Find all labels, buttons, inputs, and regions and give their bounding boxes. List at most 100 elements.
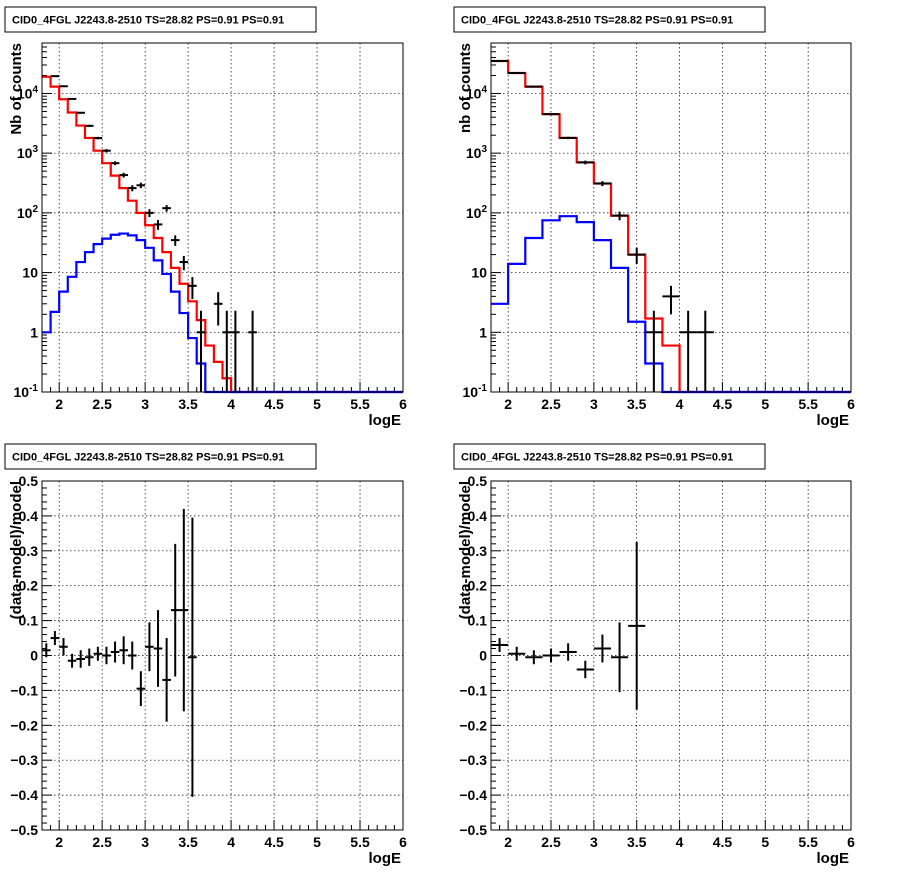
chart-title-box bbox=[4, 6, 317, 33]
x-tick-label: 6 bbox=[847, 396, 855, 412]
x-tick-label: 4 bbox=[676, 834, 684, 850]
data-points bbox=[491, 59, 714, 392]
data-point bbox=[119, 636, 128, 665]
x-tick-label: 5.5 bbox=[350, 396, 370, 412]
y-tick-label: −0.5 bbox=[10, 822, 38, 838]
x-tick-label: 5 bbox=[761, 834, 769, 850]
axis-ticks bbox=[490, 42, 852, 393]
x-tick-label: 3.5 bbox=[627, 834, 647, 850]
data-point bbox=[59, 638, 68, 656]
data-point bbox=[196, 310, 206, 392]
data-point bbox=[59, 85, 68, 88]
data-point bbox=[179, 255, 189, 271]
y-tick-label: −0.3 bbox=[459, 752, 487, 768]
chart-panel-3: CID0_4FGL J2243.8-2510 TS=28.82 PS=0.91 … bbox=[4, 443, 407, 867]
y-tick-label: 0.3 bbox=[19, 543, 39, 559]
data-point bbox=[93, 136, 103, 140]
x-tick-label: 4 bbox=[676, 396, 684, 412]
chart-title-box bbox=[453, 443, 766, 470]
y-axis-label: Nb of counts bbox=[8, 43, 25, 135]
data-point bbox=[542, 648, 560, 663]
y-tick-label: 104 bbox=[466, 84, 488, 101]
data-point bbox=[542, 113, 560, 116]
y-tick-label: 10 bbox=[471, 265, 487, 281]
data-point bbox=[628, 542, 646, 710]
x-axis-label: logE bbox=[817, 850, 850, 867]
x-tick-label: 2 bbox=[504, 396, 512, 412]
data-point bbox=[119, 172, 128, 178]
y-tick-label: −0.3 bbox=[10, 752, 38, 768]
y-tick-label: 10 bbox=[22, 265, 38, 281]
x-tick-label: 3.5 bbox=[178, 834, 198, 850]
data-point bbox=[93, 646, 103, 661]
x-tick-label: 3.5 bbox=[178, 396, 198, 412]
y-tick-label: −0.5 bbox=[459, 822, 487, 838]
x-tick-label: 5.5 bbox=[350, 834, 370, 850]
chart-title-box bbox=[4, 443, 317, 470]
data-point bbox=[645, 310, 663, 392]
data-points bbox=[42, 508, 197, 797]
data-point bbox=[611, 211, 629, 221]
y-tick-label: 0 bbox=[30, 648, 38, 664]
data-point bbox=[67, 653, 77, 668]
y-tick-label: 0.3 bbox=[468, 543, 488, 559]
data-point bbox=[559, 136, 577, 140]
plot-frame bbox=[490, 480, 852, 831]
data-point bbox=[231, 310, 240, 392]
plot-area bbox=[491, 43, 851, 392]
data-points bbox=[491, 542, 646, 710]
x-axis-label: logE bbox=[817, 412, 850, 429]
x-tick-label: 4 bbox=[227, 834, 235, 850]
x-tick-label: 2.5 bbox=[92, 396, 112, 412]
x-tick-label: 2.5 bbox=[92, 834, 112, 850]
y-tick-label: 0.5 bbox=[19, 473, 39, 489]
x-tick-label: 5 bbox=[313, 396, 321, 412]
y-axis-label: nb of counts bbox=[457, 43, 474, 133]
data-points bbox=[50, 75, 257, 392]
data-point bbox=[170, 235, 180, 246]
chart-panel-2: CID0_4FGL J2243.8-2510 TS=28.82 PS=0.91 … bbox=[453, 6, 855, 429]
y-tick-label: 0.4 bbox=[468, 508, 488, 524]
x-tick-label: 3 bbox=[590, 396, 598, 412]
y-tick-label: −0.1 bbox=[10, 682, 38, 698]
data-point bbox=[576, 660, 594, 679]
x-tick-label: 3 bbox=[141, 396, 149, 412]
data-point bbox=[559, 643, 577, 661]
data-point bbox=[102, 149, 111, 153]
y-tick-label: 104 bbox=[17, 84, 39, 101]
data-point bbox=[145, 209, 154, 218]
y-tick-label: 102 bbox=[466, 204, 488, 221]
data-point bbox=[188, 277, 197, 300]
data-point bbox=[127, 185, 137, 192]
chart-title: CID0_4FGL J2243.8-2510 TS=28.82 PS=0.91 … bbox=[461, 15, 733, 27]
data-point bbox=[162, 205, 171, 212]
y-tick-label: 1 bbox=[30, 324, 38, 340]
y-tick-label: −0.1 bbox=[459, 682, 487, 698]
data-point bbox=[153, 610, 163, 687]
axis-ticks bbox=[490, 480, 852, 831]
data-point bbox=[593, 634, 611, 663]
data-point bbox=[42, 643, 51, 658]
y-tick-label: 103 bbox=[466, 144, 488, 161]
chart-panel-4: CID0_4FGL J2243.8-2510 TS=28.82 PS=0.91 … bbox=[453, 443, 855, 867]
data-point bbox=[136, 182, 146, 189]
y-tick-label: 0 bbox=[479, 648, 487, 664]
data-point bbox=[679, 310, 697, 392]
chart-title: CID0_4FGL J2243.8-2510 TS=28.82 PS=0.91 … bbox=[12, 15, 284, 27]
data-point bbox=[162, 638, 171, 722]
y-tick-label: 0.5 bbox=[468, 473, 488, 489]
x-tick-label: 4.5 bbox=[264, 834, 284, 850]
data-point bbox=[67, 97, 77, 100]
x-tick-label: 3.5 bbox=[627, 396, 647, 412]
data-point bbox=[110, 641, 120, 663]
data-point bbox=[76, 650, 85, 668]
x-tick-label: 4.5 bbox=[713, 834, 733, 850]
x-axis-label: logE bbox=[369, 850, 402, 867]
data-point bbox=[491, 59, 509, 62]
data-point bbox=[662, 285, 680, 315]
data-point bbox=[508, 72, 526, 75]
data-point bbox=[153, 219, 163, 230]
chart-title-box bbox=[453, 6, 766, 33]
data-point bbox=[213, 292, 223, 326]
data-point bbox=[145, 622, 154, 672]
